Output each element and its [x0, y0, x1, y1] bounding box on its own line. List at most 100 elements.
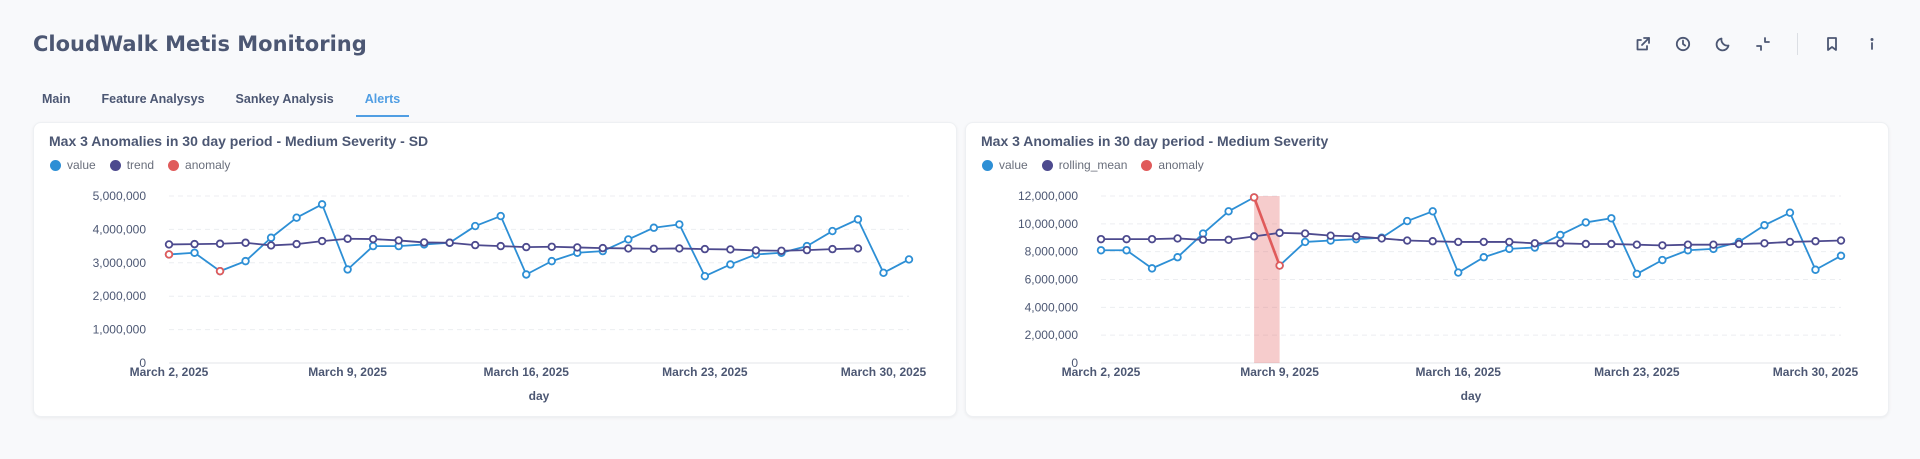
data-point-anomaly — [215, 266, 225, 276]
chart-card-medium[interactable]: Max 3 Anomalies in 30 day period - Mediu… — [965, 122, 1889, 417]
data-point-value — [1122, 246, 1131, 255]
data-point-rolling-mean — [1734, 239, 1744, 249]
chart-card-title[interactable]: Max 3 Anomalies in 30 day period - Mediu… — [981, 133, 1329, 149]
data-point-rolling-mean — [1147, 234, 1157, 244]
data-point-value — [879, 268, 888, 278]
chart-legend: value trend anomaly — [50, 158, 244, 172]
x-tick-label: March 16, 2025 — [484, 365, 570, 379]
y-tick-label: 5,000,000 — [93, 189, 147, 203]
data-point-anomaly — [1249, 193, 1259, 202]
data-point-rolling-mean — [1785, 237, 1795, 247]
dashboard-tabs: Main Feature Analysys Sankey Analysis Al… — [33, 88, 422, 117]
tab-sankey-analysis[interactable]: Sankey Analysis — [235, 92, 334, 106]
data-point-value — [1556, 230, 1565, 240]
data-point-trend — [419, 238, 429, 247]
info-button[interactable] — [1860, 32, 1884, 56]
series-line-value — [168, 203, 910, 278]
y-tick-label: 2,000,000 — [93, 289, 147, 303]
share-icon — [1636, 37, 1650, 51]
moon-icon — [1715, 37, 1730, 52]
data-point-rolling-mean — [1683, 240, 1693, 249]
legend-dot — [1041, 159, 1053, 171]
y-tick-label: 2,000,000 — [1025, 328, 1079, 342]
series-line-rolling-mean — [1101, 231, 1842, 247]
legend-item-trend[interactable]: trend — [109, 158, 154, 172]
data-point-rolling-mean — [1607, 239, 1616, 249]
chart-card-sd[interactable]: Max 3 Anomalies in 30 day period - Mediu… — [33, 122, 957, 417]
data-point-trend — [445, 238, 454, 247]
data-point-value — [343, 265, 352, 274]
data-point-value — [241, 256, 250, 266]
y-tick-label: 0 — [139, 356, 146, 370]
data-point-value — [292, 213, 301, 222]
data-point-trend — [726, 245, 735, 254]
tab-feature-analysys[interactable]: Feature Analysys — [101, 92, 205, 106]
data-point-trend — [343, 234, 352, 243]
data-point-trend — [164, 240, 174, 249]
data-point-trend — [241, 238, 250, 247]
x-tick-label: March 16, 2025 — [1416, 365, 1502, 379]
auto-refresh-button[interactable] — [1671, 32, 1695, 56]
data-point-value — [471, 221, 480, 231]
line-chart[interactable]: 0 2,000,000 4,000,000 6,000,000 8,000,000 10,… — [966, 123, 1888, 416]
data-point-value — [1760, 221, 1769, 230]
data-point-rolling-mean — [1760, 239, 1769, 248]
fullscreen-button[interactable] — [1751, 32, 1775, 56]
data-point-rolling-mean — [1811, 237, 1820, 246]
legend-label: anomaly — [1158, 158, 1204, 172]
data-point-trend — [624, 244, 633, 253]
info-icon — [1870, 38, 1874, 50]
bookmark-button[interactable] — [1820, 32, 1844, 56]
clock-icon — [1675, 36, 1691, 52]
legend-item-value[interactable]: value — [50, 158, 96, 172]
legend-label: anomaly — [185, 158, 231, 172]
data-point-rolling-mean — [1122, 234, 1131, 244]
data-point-trend — [496, 241, 505, 251]
data-point-rolling-mean — [1173, 234, 1182, 243]
data-point-rolling-mean — [1377, 234, 1386, 243]
legend-label: value — [999, 158, 1028, 172]
data-point-value — [1096, 246, 1106, 255]
data-point-rolling-mean — [1556, 239, 1565, 248]
y-tick-label: 0 — [1071, 356, 1078, 370]
data-point-value — [1785, 208, 1795, 217]
legend-item-value[interactable]: value — [982, 158, 1028, 172]
data-point-rolling-mean — [1249, 232, 1259, 241]
data-point-rolling-mean — [1658, 241, 1667, 250]
data-point-rolling-mean — [1224, 235, 1233, 245]
data-point-value — [522, 270, 531, 279]
night-mode-button[interactable] — [1711, 32, 1735, 56]
x-tick-label: March 30, 2025 — [841, 365, 927, 379]
data-point-trend — [649, 244, 659, 253]
line-chart[interactable]: 0 1,000,000 2,000,000 3,000,000 4,000,000 5,0… — [34, 123, 956, 416]
data-point-rolling-mean — [1454, 237, 1463, 247]
tab-alerts[interactable]: Alerts — [355, 88, 410, 117]
series-line-anomaly — [1252, 196, 1281, 267]
collapse-icon — [1756, 37, 1770, 51]
data-point-value — [1658, 255, 1667, 265]
share-button[interactable] — [1631, 32, 1655, 56]
legend-item-anomaly[interactable]: anomaly — [1141, 158, 1204, 172]
data-point-rolling-mean — [1096, 234, 1106, 244]
legend-item-anomaly[interactable]: anomaly — [168, 158, 230, 172]
data-point-value — [828, 226, 837, 236]
data-point-value — [547, 256, 556, 266]
data-point-value — [726, 260, 735, 269]
y-tick-label: 10,000,000 — [1018, 217, 1078, 231]
data-point-value — [1632, 269, 1642, 279]
data-point-value — [1836, 251, 1846, 261]
legend-label: rolling_mean — [1058, 158, 1128, 172]
x-tick-label: March 30, 2025 — [1773, 365, 1859, 379]
x-axis-label: day — [529, 389, 550, 403]
series-line-value — [1101, 196, 1842, 275]
data-point-rolling-mean — [1351, 232, 1361, 241]
data-point-rolling-mean — [1275, 228, 1284, 238]
legend-item-rolling-mean[interactable]: rolling_mean — [1041, 158, 1128, 172]
chart-card-title[interactable]: Max 3 Anomalies in 30 day period - Mediu… — [49, 133, 429, 149]
legend-dot — [1141, 159, 1153, 171]
data-point-value — [317, 200, 327, 209]
tab-main[interactable]: Main — [42, 92, 71, 106]
data-point-rolling-mean — [1403, 236, 1412, 245]
data-point-value — [1607, 214, 1616, 223]
data-point-value — [266, 233, 276, 242]
